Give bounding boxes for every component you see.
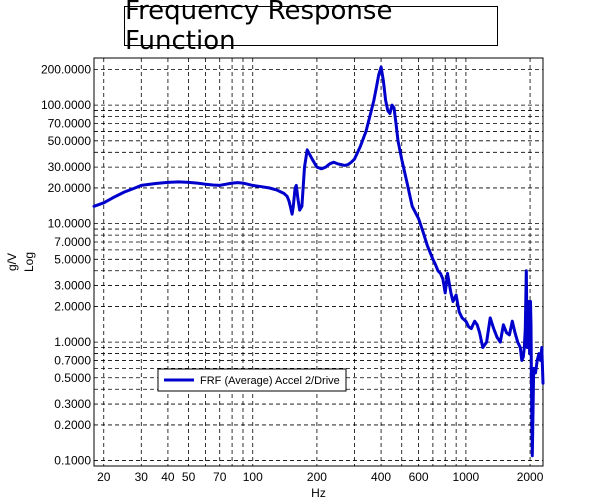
y-tick-label: 0.7000 bbox=[54, 353, 91, 367]
plot-frame bbox=[93, 57, 544, 467]
x-tick-label: 50 bbox=[182, 470, 196, 484]
x-tick-label: 1000 bbox=[453, 470, 480, 484]
y-tick-label: 20.0000 bbox=[48, 181, 92, 195]
y-tick-labels: 200.0000 100.0000 70.0000 50.0000 30.0000 20.… bbox=[41, 62, 91, 467]
frf-series-line bbox=[92, 65, 545, 458]
y-tick-label: 30.0000 bbox=[48, 160, 92, 174]
legend[interactable]: FRF (Average) Accel 2/Drive bbox=[157, 368, 347, 392]
x-tick-label: 100 bbox=[243, 470, 263, 484]
y-tick-label: 10.0000 bbox=[48, 217, 92, 231]
x-tick-label: 200 bbox=[307, 470, 327, 484]
y-tick-label: 200.0000 bbox=[41, 62, 91, 76]
y-tick-label: 70.0000 bbox=[48, 116, 92, 130]
series-layer bbox=[92, 65, 545, 458]
x-axis-title: Hz bbox=[311, 486, 326, 500]
x-tick-label: 400 bbox=[371, 470, 391, 484]
x-tick-label: 2000 bbox=[517, 470, 544, 484]
y-tick-label: 100.0000 bbox=[41, 98, 91, 112]
y-axis-scale-label: Log bbox=[22, 252, 36, 272]
x-tick-label: 70 bbox=[213, 470, 227, 484]
x-tick-label: 30 bbox=[135, 470, 149, 484]
x-tick-label: 20 bbox=[97, 470, 111, 484]
y-tick-label: 5.0000 bbox=[54, 252, 91, 266]
x-tick-label: 600 bbox=[409, 470, 429, 484]
y-tick-label: 0.5000 bbox=[54, 371, 91, 385]
legend-label: FRF (Average) Accel 2/Drive bbox=[200, 375, 340, 387]
x-tick-labels: 20 30 40 50 70 100 200 400 600 1000 2000 bbox=[97, 470, 544, 484]
y-axis-title: g/V bbox=[5, 253, 19, 271]
y-tick-label: 50.0000 bbox=[48, 134, 92, 148]
y-tick-label: 0.2000 bbox=[54, 418, 91, 432]
y-tick-label: 0.3000 bbox=[54, 397, 91, 411]
y-tick-label: 3.0000 bbox=[54, 279, 91, 293]
y-tick-label: 0.1000 bbox=[54, 454, 91, 468]
y-tick-label: 1.0000 bbox=[54, 335, 91, 349]
y-tick-label: 2.0000 bbox=[54, 299, 91, 313]
grid-lines bbox=[94, 58, 543, 466]
y-tick-label: 7.0000 bbox=[54, 235, 91, 249]
legend-box bbox=[157, 368, 347, 392]
x-tick-label: 40 bbox=[161, 470, 175, 484]
